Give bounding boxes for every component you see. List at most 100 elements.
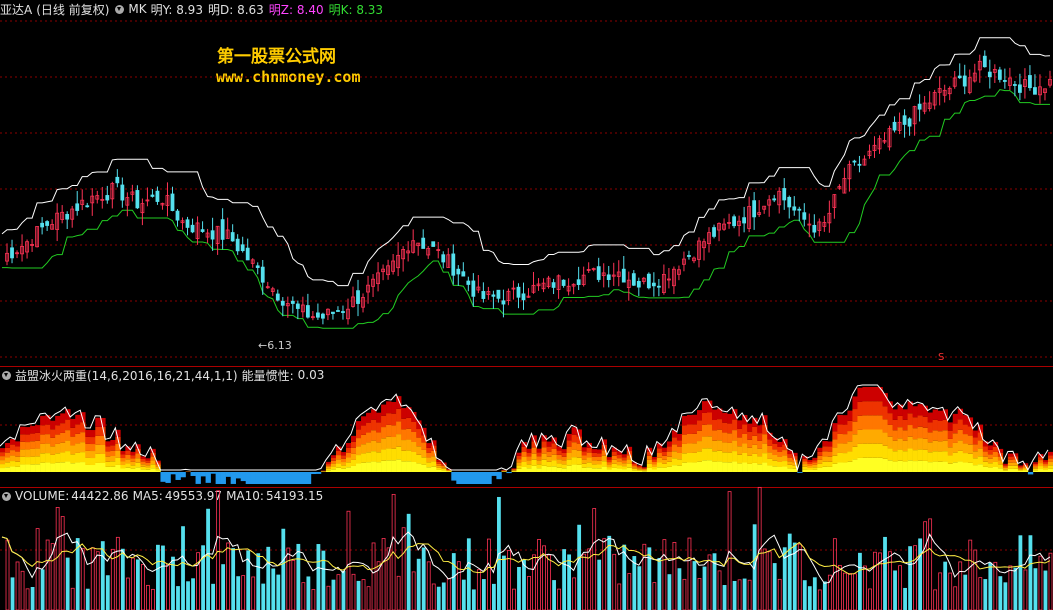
energy-bar-172-4 (862, 401, 868, 416)
volume-bar-103 (517, 566, 521, 610)
energy-bar-13-2 (65, 440, 71, 452)
energy-bar-199-2 (997, 460, 1004, 465)
energy-bar-75-3 (376, 432, 382, 443)
volume-bar-22 (110, 548, 115, 610)
volume-panel-menu-icon[interactable] (2, 491, 11, 501)
energy-bar-104-1 (521, 461, 527, 467)
energy-bar-111-2 (556, 459, 562, 464)
candle-body-133 (667, 278, 671, 281)
volume-bar-121 (607, 535, 612, 610)
energy-bar-183-4 (917, 415, 923, 427)
energy-bar-203-0 (1017, 470, 1024, 472)
candle-body-111 (556, 275, 561, 290)
energy-bar-82-4 (411, 421, 417, 432)
candle-body-26 (130, 191, 135, 195)
volume-bar-80 (401, 527, 406, 610)
energy-bar-181-5 (907, 401, 913, 414)
energy-bar-110-4 (551, 443, 557, 449)
energy-bar-85-2 (426, 457, 432, 463)
energy-bar-122-2 (611, 459, 618, 464)
energy-bar-114-4 (571, 434, 577, 443)
energy-bar-neg-94 (471, 472, 477, 484)
energy-bar-65-5 (325, 461, 332, 464)
energy-bar-89-4 (446, 469, 452, 470)
energy-bar-128-1 (641, 470, 648, 472)
energy-bar-124-2 (621, 463, 628, 467)
energy-bar-115-1 (576, 457, 582, 465)
energy-bar-119-0 (596, 468, 603, 472)
candle-body-77 (386, 265, 391, 276)
candle-body-191 (957, 75, 962, 79)
energy-bar-104-3 (521, 451, 527, 457)
energy-bar-102-2 (511, 470, 517, 471)
energy-bar-122-0 (611, 467, 618, 472)
energy-bar-172-5 (862, 387, 868, 402)
energy-bar-74-4 (371, 419, 377, 431)
candle-body-155 (777, 190, 782, 206)
volume-bar-81 (406, 513, 411, 610)
energy-bar-neg-55 (275, 472, 282, 484)
candle-body-24 (120, 184, 125, 201)
energy-bar-169-0 (847, 461, 853, 472)
volume-bar-21 (105, 575, 110, 610)
energy-bar-146-4 (732, 419, 738, 431)
candle-body-190 (952, 77, 957, 87)
energy-bar-2-2 (10, 455, 16, 462)
energy-bar-122-4 (611, 451, 618, 456)
energy-bar-20-1 (100, 453, 106, 463)
energy-bar-166-2 (832, 447, 838, 456)
volume-bar-51 (256, 553, 261, 610)
energy-bar-155-2 (777, 456, 783, 462)
energy-bar-17-0 (85, 464, 91, 472)
volume-bar-23 (115, 536, 120, 610)
energy-bar-107-4 (536, 452, 542, 457)
energy-bar-123-1 (616, 465, 623, 469)
energy-bar-106-2 (531, 453, 537, 460)
energy-bar-123-0 (616, 468, 623, 472)
energy-bar-179-4 (897, 415, 903, 428)
energy-bar-15-2 (75, 443, 81, 453)
energy-bar-12-0 (60, 462, 66, 472)
energy-bar-154-5 (772, 438, 778, 444)
energy-bar-156-3 (782, 450, 788, 456)
indicator-panel-menu-icon[interactable] (2, 370, 11, 380)
candle-body-122 (611, 274, 616, 277)
energy-bar-68-4 (340, 455, 347, 459)
energy-bar-81-4 (406, 417, 412, 429)
energy-bar-18-0 (90, 465, 96, 472)
energy-bar-165-0 (827, 466, 833, 472)
energy-bar-neg-48 (240, 472, 246, 482)
energy-bar-28-4 (140, 458, 146, 462)
candle-body-189 (947, 87, 952, 95)
volume-bar-195 (978, 577, 983, 610)
candle-body-116 (581, 274, 586, 285)
energy-bar-106-4 (531, 441, 537, 448)
energy-bar-27-4 (135, 448, 141, 454)
energy-bar-132-4 (661, 451, 668, 456)
energy-bar-184-4 (922, 416, 928, 428)
candle-body-22 (110, 183, 115, 200)
candle-body-134 (672, 268, 676, 287)
energy-bar-75-5 (376, 412, 382, 423)
indicator-menu-icon[interactable] (115, 4, 125, 14)
energy-bar-186-2 (932, 440, 938, 452)
energy-bar-166-4 (832, 431, 838, 440)
energy-bar-5-2 (25, 449, 31, 458)
volume-bar-162 (812, 577, 817, 610)
volume-bar-86 (431, 583, 436, 610)
energy-bar-18-3 (90, 444, 96, 452)
energy-bar-114-3 (571, 442, 577, 450)
candle-body-120 (601, 272, 606, 277)
volume-bar-65 (326, 585, 331, 610)
energy-bar-73-4 (366, 422, 372, 433)
energy-bar-183-0 (917, 460, 923, 472)
energy-bar-141-5 (707, 400, 713, 413)
energy-bar-166-5 (832, 423, 838, 432)
energy-bar-118-4 (591, 452, 597, 457)
energy-bar-188-3 (942, 430, 948, 441)
energy-bar-103-3 (516, 459, 522, 463)
volume-bar-159 (797, 543, 802, 610)
volume-bar-176 (883, 536, 887, 610)
energy-bar-129-2 (646, 459, 653, 464)
